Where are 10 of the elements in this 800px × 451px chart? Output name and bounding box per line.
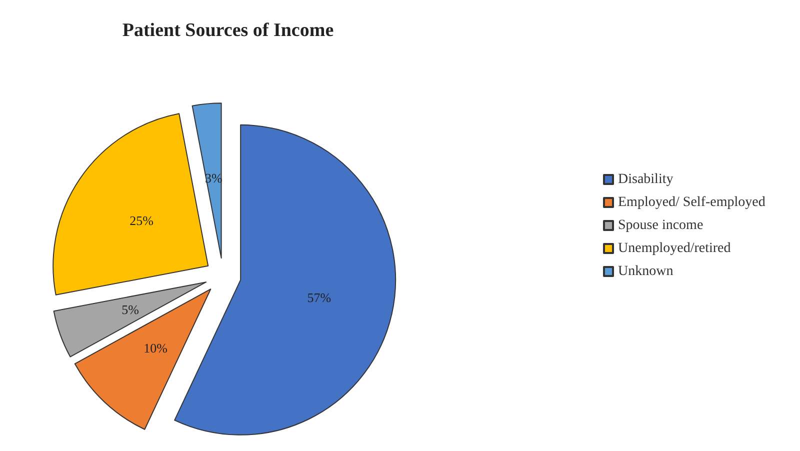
- chart-title: Patient Sources of Income: [122, 20, 334, 41]
- legend-label: Unemployed/retired: [618, 241, 731, 256]
- legend-label: Disability: [618, 172, 674, 187]
- legend-label: Unknown: [618, 264, 674, 279]
- legend-label: Spouse income: [618, 218, 704, 233]
- legend-label: Employed/ Self-employed: [618, 195, 766, 210]
- data-label: 57%: [307, 290, 332, 305]
- data-label: 10%: [144, 340, 168, 356]
- data-label: 5%: [122, 302, 140, 317]
- data-label: 25%: [130, 213, 154, 228]
